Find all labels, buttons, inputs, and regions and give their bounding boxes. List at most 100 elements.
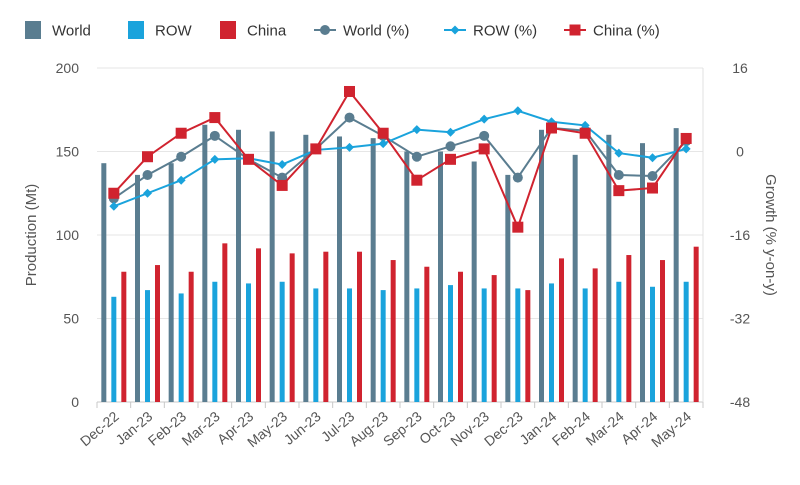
bar-world [438,151,443,402]
point-world [613,169,624,180]
point-row [648,153,657,163]
legend-label: China [247,23,287,40]
bar-row [212,281,218,402]
bar-row [246,283,251,402]
point-china [647,182,658,194]
bar-china [525,290,531,402]
bar-china [357,251,362,402]
bar-row [448,285,453,402]
bar-world [640,143,645,402]
line-china [113,89,687,230]
point-china [579,127,591,139]
y-tick-label: 200 [56,60,80,76]
bar-china [222,243,228,402]
bar-china [188,271,194,402]
bar-china [626,255,632,402]
bar-china [491,275,497,402]
bar-world [303,134,309,403]
point-china [209,112,221,124]
point-world [647,171,658,182]
bar-row [683,281,689,402]
point-china [445,153,456,165]
y-tick-label: 100 [56,227,80,243]
bar-china [155,265,160,402]
x-tick-label: Jun-23 [281,408,324,448]
x-tick-label: Mar-24 [582,408,626,449]
bar-row [616,281,622,402]
point-world [445,141,456,152]
bar-china [323,251,329,402]
point-china [411,174,423,186]
point-row [479,114,489,124]
y-tick-label: 0 [71,394,79,410]
point-row [378,139,388,149]
point-row [277,160,287,170]
bar-world [673,128,679,402]
bar-china [693,246,699,402]
legend-label: World (%) [343,23,409,40]
bar-china [592,268,598,402]
legend-item-world: World [25,21,91,40]
bar-china [256,248,261,402]
bar-row [279,281,285,402]
bar-world [101,163,107,402]
line-series [108,85,692,233]
point-row [412,125,422,135]
bar-china [289,253,295,402]
bar-world [539,129,544,403]
x-tick-label: Mar-23 [178,408,222,449]
bar-china [660,260,665,402]
y-axis-title: Production (Mt) [23,184,40,287]
bar-china [390,260,396,402]
point-row [580,120,590,130]
point-row [176,175,186,185]
x-tick-label: Dec-22 [77,408,122,449]
legend-marker [450,25,460,35]
y2-tick-label: -32 [730,311,750,327]
x-tick-label: Sep-23 [380,408,425,449]
legend-swatch [25,21,41,39]
bar-row [111,296,117,402]
y-tick-label: 150 [56,144,80,160]
bar-world [337,136,342,402]
point-world [176,151,187,162]
point-china [344,85,355,97]
bar-row [145,290,150,402]
bar-china [424,266,430,402]
point-world [142,169,153,180]
bar-world [404,151,410,402]
point-china [108,187,120,199]
legend-label: World [52,23,91,40]
bar-world [135,174,140,402]
point-world [344,112,355,123]
point-china [680,132,692,144]
bar-row [414,288,420,402]
bar-world [572,154,578,402]
bar-row [515,288,521,402]
point-china [310,143,322,155]
gridlines [97,67,703,403]
point-china [546,122,557,134]
legend-swatch [128,21,144,39]
legend-label: China (%) [593,23,660,40]
y2-tick-label: 0 [736,144,744,160]
legend-marker [569,24,581,36]
point-china [142,151,153,163]
bar-china [458,271,463,402]
y2-tick-label: 16 [732,60,748,76]
point-row [143,188,152,198]
point-china [175,127,187,139]
legend-item-world: World (%) [314,23,409,40]
x-tick-label: Dec-23 [481,408,526,449]
line-row [113,109,687,208]
bar-row [582,288,588,402]
point-china [478,143,490,155]
bar-row [650,286,655,402]
bar-world [370,138,376,402]
legend-item-china: China (%) [564,23,660,40]
point-world [479,130,490,141]
bar-world [471,161,477,402]
bar-row [380,290,386,402]
bar-series [101,124,699,403]
